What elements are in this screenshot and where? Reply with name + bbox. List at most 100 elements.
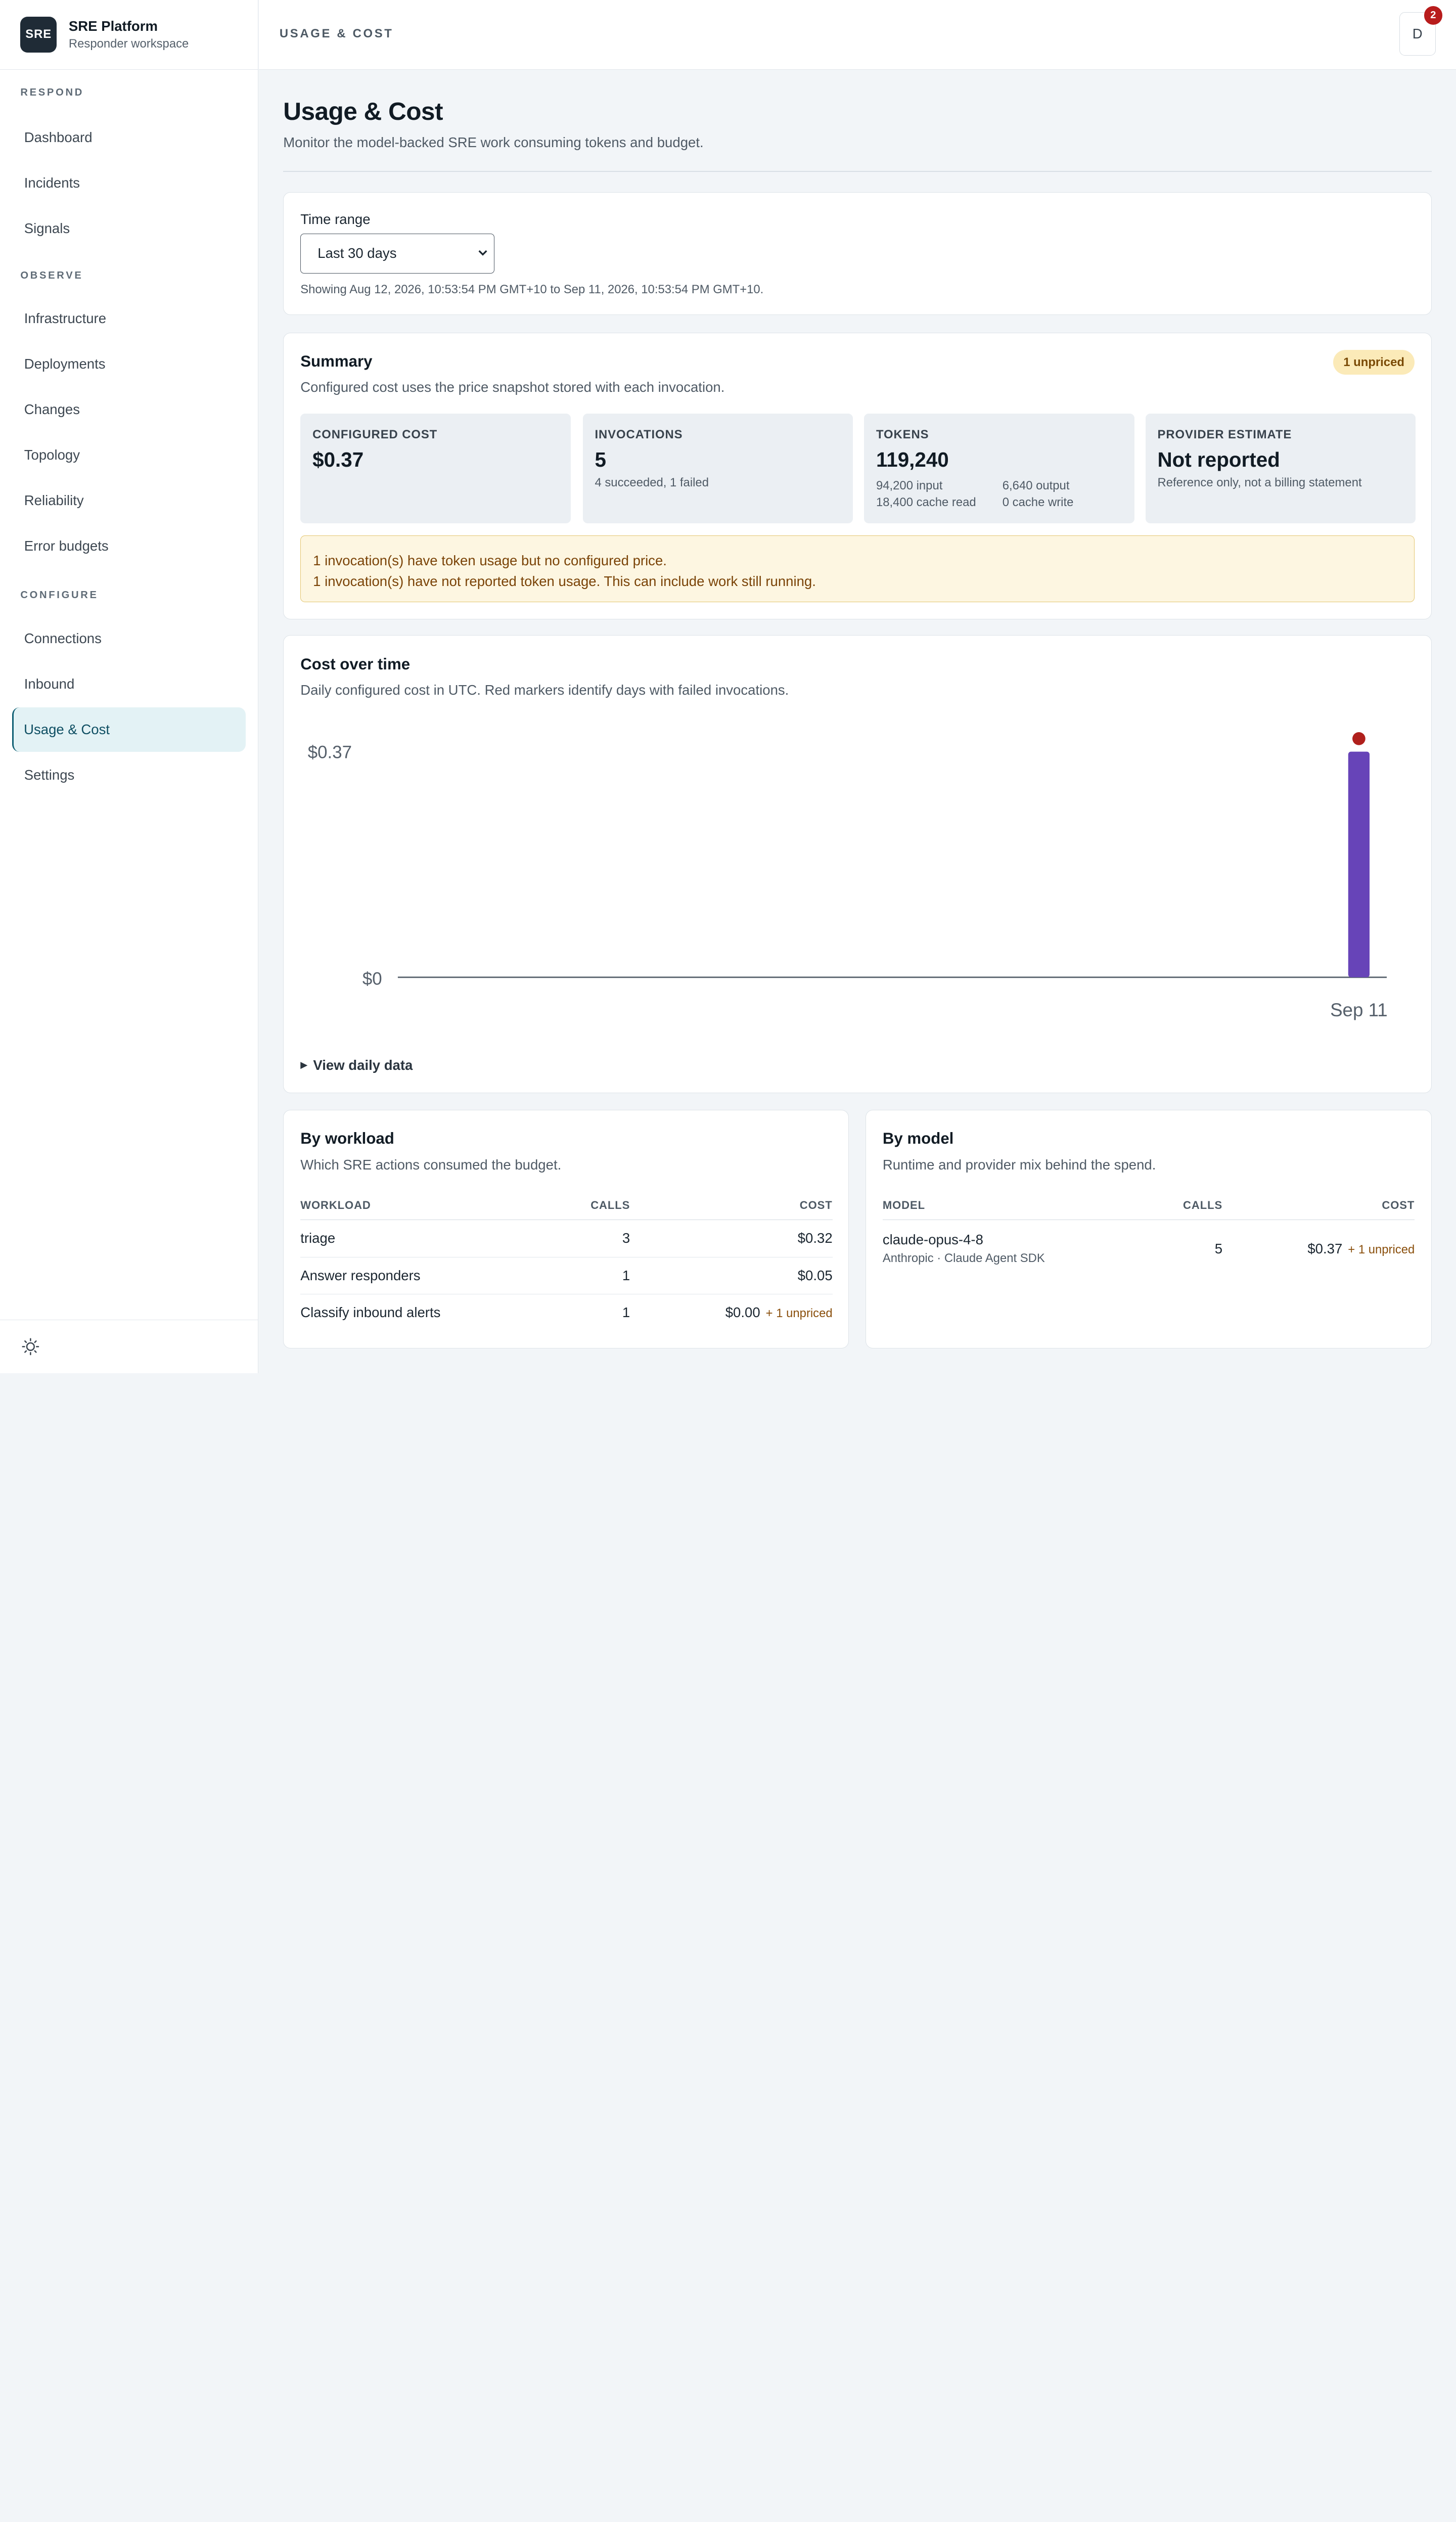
- model-cost: $0.37: [1307, 1240, 1343, 1256]
- workload-name: Answer responders: [300, 1257, 556, 1294]
- stat-label: TOKENS: [876, 427, 929, 441]
- sidebar-item-usage-cost[interactable]: Usage & Cost: [12, 707, 246, 752]
- column-header[interactable]: CALLS: [1145, 1191, 1223, 1221]
- summary-description: Configured cost uses the price snapshot …: [300, 379, 725, 395]
- sidebar-item-incidents[interactable]: Incidents: [24, 174, 80, 191]
- model-provider: Anthropic · Claude Agent SDK: [882, 1251, 1045, 1266]
- brand-title: SRE Platform: [68, 18, 158, 34]
- model-calls: 5: [1214, 1240, 1223, 1256]
- stat-value: $0.37: [312, 448, 364, 472]
- workload-calls: 1: [556, 1257, 630, 1294]
- sidebar-item-dashboard[interactable]: Dashboard: [24, 129, 93, 145]
- stat-sub: 4 succeeded, 1 failed: [595, 476, 709, 490]
- failed-marker: [1352, 732, 1366, 746]
- brand: SRE SRE Platform Responder workspace: [0, 0, 258, 70]
- table-row: triage 3 $0.32: [300, 1220, 833, 1257]
- notification-badge: 2: [1424, 6, 1443, 25]
- sidebar-item-signals[interactable]: Signals: [24, 220, 70, 236]
- unpriced-note: + 1 unpriced: [1348, 1242, 1415, 1256]
- workload-title: By workload: [300, 1130, 394, 1148]
- sidebar-item-infrastructure[interactable]: Infrastructure: [24, 310, 107, 326]
- sidebar-item-deployments[interactable]: Deployments: [24, 355, 106, 372]
- brand-subtitle: Responder workspace: [68, 37, 189, 51]
- chart-bar: [1348, 751, 1370, 978]
- tokens-output: 6,640 output: [1002, 478, 1070, 492]
- tokens-input: 94,200 input: [876, 478, 943, 492]
- nav-section-observe: OBSERVE: [20, 270, 83, 282]
- nav-section-configure: CONFIGURE: [20, 589, 99, 601]
- triangle-right-icon: ▶: [300, 1059, 308, 1070]
- sidebar-item-settings[interactable]: Settings: [24, 767, 75, 783]
- workload-cost: $0.05: [630, 1257, 833, 1294]
- time-range-value: Last 30 days: [317, 245, 397, 261]
- model-title: By model: [882, 1130, 954, 1148]
- page-title: Usage & Cost: [283, 97, 443, 125]
- model-cost-cell: $0.37 + 1 unpriced: [1222, 1220, 1415, 1278]
- sun-icon[interactable]: [20, 1337, 40, 1357]
- stat-invocations: INVOCATIONS 5 4 succeeded, 1 failed: [582, 414, 853, 524]
- workload-cost-cell: $0.00 + 1 unpriced: [630, 1294, 833, 1331]
- nav-section-respond: RESPOND: [20, 87, 84, 99]
- model-cell: claude-opus-4-8 Anthropic · Claude Agent…: [883, 1220, 1146, 1278]
- stat-label: INVOCATIONS: [595, 427, 683, 441]
- sidebar: SRE SRE Platform Responder workspace RES…: [0, 0, 258, 1374]
- by-model-card: By model Runtime and provider mix behind…: [865, 1109, 1432, 1348]
- by-workload-card: By workload Which SRE actions consumed t…: [283, 1109, 849, 1348]
- chevron-down-icon: [477, 234, 488, 289]
- unpriced-warning: 1 invocation(s) have token usage but no …: [300, 535, 1415, 603]
- stat-provider-estimate: PROVIDER ESTIMATE Not reported Reference…: [1145, 414, 1416, 524]
- model-name: claude-opus-4-8: [882, 1232, 983, 1248]
- time-range-select[interactable]: Last 30 days: [300, 234, 495, 274]
- time-range-card: Time range Last 30 days Showing Aug 12, …: [283, 192, 1432, 315]
- topbar: USAGE & COST D 2: [259, 0, 1456, 70]
- column-header[interactable]: COST: [1222, 1191, 1415, 1221]
- chart-title: Cost over time: [300, 655, 411, 673]
- cost-chart: $0 $0.37 Sep 11: [308, 732, 1388, 1020]
- model-description: Runtime and provider mix behind the spen…: [882, 1156, 1156, 1173]
- table-row: claude-opus-4-8 Anthropic · Claude Agent…: [883, 1220, 1415, 1278]
- summary-card: Summary 1 unpriced Configured cost uses …: [283, 332, 1432, 620]
- stat-sub: Reference only, not a billing statement: [1157, 476, 1362, 490]
- sidebar-item-connections[interactable]: Connections: [24, 630, 102, 647]
- page-description: Monitor the model-backed SRE work consum…: [283, 134, 704, 151]
- stat-tokens: TOKENS 119,240 94,200 input 6,640 output…: [864, 414, 1134, 524]
- view-daily-data-toggle[interactable]: ▶ View daily data: [300, 1057, 413, 1073]
- sidebar-item-changes[interactable]: Changes: [24, 401, 80, 417]
- x-tick-label: Sep 11: [1330, 1000, 1388, 1020]
- column-header[interactable]: CALLS: [556, 1191, 630, 1221]
- workload-calls: 1: [622, 1304, 630, 1321]
- sidebar-item-reliability[interactable]: Reliability: [24, 492, 84, 508]
- table-row: Answer responders 1 $0.05: [300, 1257, 833, 1294]
- stat-value: Not reported: [1157, 448, 1280, 472]
- sidebar-item-error-budgets[interactable]: Error budgets: [24, 537, 109, 554]
- divider: [283, 170, 1432, 172]
- chart-description: Daily configured cost in UTC. Red marker…: [300, 682, 789, 698]
- column-header[interactable]: COST: [630, 1191, 833, 1221]
- workload-table: WORKLOAD CALLS COST triage 3 $0.32 Answe…: [300, 1191, 833, 1331]
- workload-name: Classify inbound alerts: [300, 1304, 441, 1321]
- brand-logo[interactable]: SRE: [20, 16, 57, 53]
- avatar[interactable]: D 2: [1399, 6, 1443, 56]
- stat-value: 5: [595, 448, 606, 472]
- breadcrumb: USAGE & COST: [279, 27, 394, 41]
- sidebar-item-inbound[interactable]: Inbound: [24, 676, 75, 692]
- tokens-cache-read: 18,400 cache read: [876, 495, 976, 509]
- cost-chart-card: Cost over time Daily configured cost in …: [283, 635, 1432, 1093]
- stat-value: 119,240: [876, 448, 949, 472]
- column-header[interactable]: MODEL: [882, 1191, 1146, 1221]
- workload-description: Which SRE actions consumed the budget.: [300, 1156, 562, 1173]
- y-tick-label: $0: [362, 969, 382, 989]
- stat-label: CONFIGURED COST: [312, 427, 438, 441]
- time-range-label: Time range: [300, 211, 371, 227]
- sidebar-footer: [0, 1319, 258, 1374]
- unpriced-badge: 1 unpriced: [1333, 349, 1415, 375]
- warning-line: 1 invocation(s) have token usage but no …: [313, 553, 667, 569]
- app: SRE SRE Platform Responder workspace RES…: [0, 0, 1456, 1374]
- workload-name: triage: [300, 1220, 556, 1257]
- column-header[interactable]: WORKLOAD: [300, 1191, 556, 1221]
- model-table: MODEL CALLS COST claude-opus-4-8 Anthrop…: [882, 1191, 1415, 1278]
- sidebar-item-topology[interactable]: Topology: [24, 446, 80, 463]
- table-row: Classify inbound alerts 1 $0.00 + 1 unpri…: [300, 1294, 832, 1331]
- workload-calls: 3: [556, 1220, 630, 1257]
- warning-line: 1 invocation(s) have not reported token …: [313, 573, 816, 589]
